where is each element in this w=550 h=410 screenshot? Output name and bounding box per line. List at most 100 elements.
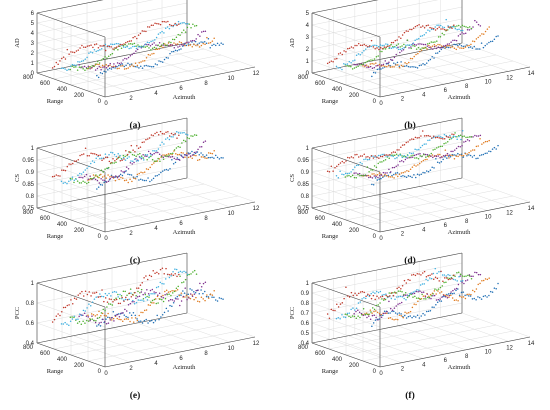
data-point bbox=[455, 43, 457, 46]
data-point bbox=[150, 40, 152, 43]
data-point bbox=[437, 298, 440, 301]
data-point bbox=[105, 67, 108, 69]
data-point bbox=[171, 299, 174, 301]
data-point bbox=[122, 171, 124, 173]
data-point bbox=[195, 289, 197, 292]
data-point bbox=[191, 41, 193, 43]
data-point bbox=[365, 295, 367, 298]
data-point bbox=[394, 312, 397, 314]
data-point bbox=[429, 277, 431, 279]
data-point bbox=[186, 152, 188, 154]
data-point bbox=[101, 64, 104, 67]
data-point bbox=[465, 136, 467, 139]
data-point bbox=[154, 132, 156, 135]
data-point bbox=[143, 159, 145, 161]
azimuth-gridline bbox=[461, 253, 531, 338]
data-point bbox=[466, 279, 469, 281]
data-point bbox=[454, 132, 456, 134]
data-point bbox=[129, 162, 132, 164]
data-point bbox=[403, 43, 405, 46]
data-point bbox=[381, 294, 383, 296]
data-point bbox=[423, 26, 426, 29]
data-point bbox=[149, 166, 151, 169]
data-point bbox=[89, 318, 92, 321]
data-point bbox=[446, 43, 449, 45]
data-point bbox=[330, 308, 333, 311]
data-point bbox=[124, 308, 126, 311]
data-point bbox=[82, 60, 85, 62]
data-point bbox=[133, 158, 136, 160]
data-point bbox=[457, 300, 459, 302]
data-point bbox=[370, 39, 373, 42]
data-point bbox=[173, 38, 176, 41]
data-point bbox=[479, 34, 481, 37]
data-point bbox=[374, 292, 376, 294]
data-point bbox=[130, 314, 133, 317]
data-point bbox=[153, 162, 155, 164]
data-point bbox=[144, 292, 146, 294]
data-point bbox=[158, 41, 161, 44]
data-point bbox=[156, 271, 158, 274]
data-point bbox=[107, 312, 109, 315]
data-point bbox=[68, 68, 70, 71]
data-point bbox=[134, 291, 136, 294]
azimuth-axis-label: Azimuth bbox=[173, 94, 196, 101]
data-point bbox=[432, 293, 434, 295]
data-point bbox=[95, 319, 97, 322]
data-point bbox=[391, 174, 393, 177]
data-point bbox=[387, 64, 390, 67]
data-point bbox=[354, 166, 356, 168]
data-point bbox=[110, 161, 112, 164]
data-point bbox=[96, 67, 99, 70]
data-point bbox=[424, 153, 427, 156]
data-point bbox=[147, 177, 149, 179]
data-point bbox=[350, 156, 353, 158]
data-point bbox=[182, 152, 184, 154]
data-point bbox=[105, 318, 107, 320]
data-point bbox=[93, 292, 96, 294]
data-point bbox=[425, 24, 428, 27]
data-point bbox=[51, 175, 54, 178]
data-point bbox=[153, 42, 155, 44]
data-point bbox=[131, 301, 133, 303]
data-point bbox=[161, 298, 163, 301]
data-point bbox=[98, 310, 100, 313]
data-point bbox=[186, 26, 189, 29]
data-point bbox=[484, 44, 486, 47]
data-point bbox=[160, 316, 162, 318]
data-point bbox=[430, 152, 433, 155]
data-point bbox=[474, 19, 476, 22]
data-point bbox=[202, 298, 204, 300]
data-point bbox=[421, 293, 423, 296]
data-point bbox=[181, 271, 183, 273]
data-point bbox=[425, 32, 427, 34]
data-point bbox=[106, 294, 108, 297]
data-point bbox=[95, 291, 98, 294]
data-point bbox=[450, 150, 452, 153]
data-point bbox=[429, 169, 432, 171]
data-point bbox=[459, 154, 461, 156]
axis-line bbox=[36, 177, 188, 209]
data-point bbox=[372, 294, 375, 297]
data-point bbox=[475, 298, 477, 301]
data-point bbox=[385, 154, 387, 156]
data-point bbox=[191, 157, 193, 159]
data-point bbox=[199, 282, 201, 285]
data-point bbox=[103, 44, 105, 47]
data-point bbox=[69, 320, 72, 322]
data-point bbox=[449, 27, 451, 29]
data-point bbox=[398, 314, 401, 316]
data-point bbox=[137, 147, 140, 150]
data-point bbox=[443, 28, 446, 31]
axis-line bbox=[311, 177, 463, 209]
data-point bbox=[437, 36, 440, 38]
data-point bbox=[147, 26, 149, 28]
data-point bbox=[436, 277, 439, 280]
data-point bbox=[146, 43, 148, 46]
data-point bbox=[136, 318, 138, 320]
data-point bbox=[416, 24, 419, 27]
data-point bbox=[95, 43, 98, 45]
data-point bbox=[352, 307, 354, 309]
data-point bbox=[111, 152, 114, 154]
data-point bbox=[162, 158, 165, 161]
